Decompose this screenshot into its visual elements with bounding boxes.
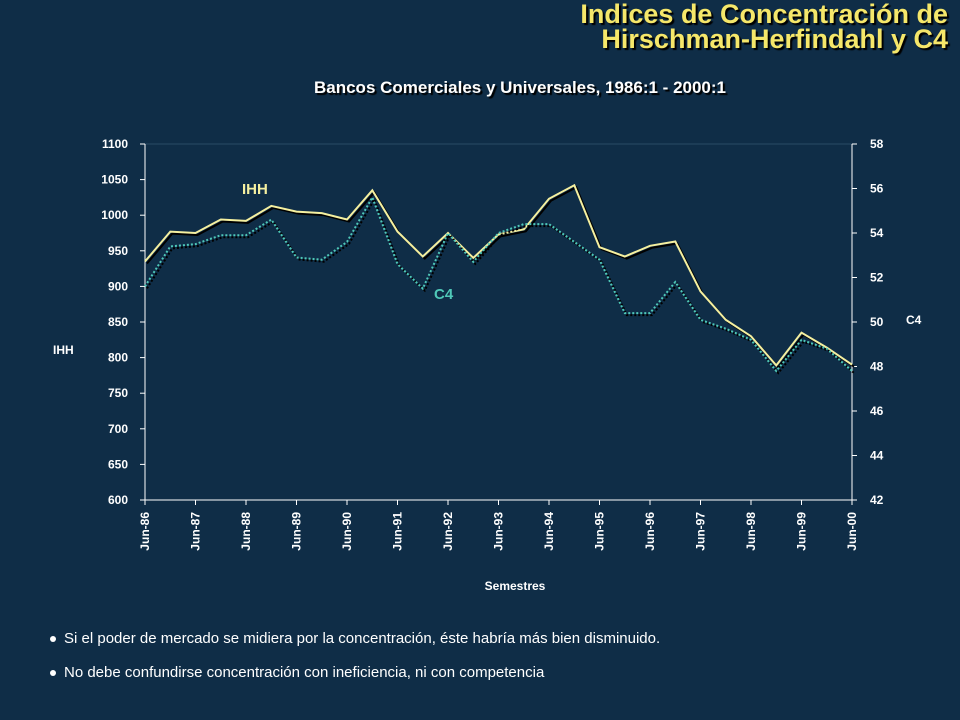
- left-tick-label: 1000: [101, 208, 128, 222]
- right-axis-label: C4: [906, 313, 922, 327]
- x-tick-label: Jun-90: [340, 512, 354, 551]
- title-line-1: Indices de Concentración de: [580, 0, 948, 29]
- bullet-icon: [50, 670, 56, 676]
- x-tick-label: Jun-88: [239, 512, 253, 551]
- x-tick-label: Jun-95: [593, 512, 607, 551]
- x-tick-label: Jun-99: [795, 512, 809, 551]
- bullet-text-2: No debe confundirse concentración con in…: [64, 664, 545, 681]
- series-shadow-c4: [146, 197, 855, 375]
- right-tick-label: 58: [870, 137, 884, 151]
- left-tick-label: 800: [108, 351, 128, 365]
- series-lines: [144, 183, 855, 375]
- x-tick-label: Jun-97: [694, 512, 708, 551]
- x-tick-label: Jun-91: [391, 512, 405, 551]
- x-ticks: Jun-86 Jun-87 Jun-88 Jun-89 Jun-90 Jun-91 Jun-…: [138, 500, 859, 551]
- x-tick-label: Jun-00: [845, 512, 859, 551]
- right-tick-label: 48: [870, 360, 884, 374]
- x-tick-label: Jun-94: [542, 512, 556, 551]
- slide-title: Indices de Concentración de Hirschman-He…: [580, 0, 948, 54]
- left-tick-label: 1050: [101, 173, 128, 187]
- x-tick-label: Jun-89: [290, 512, 304, 551]
- bullet-list: Si el poder de mercado se midiera por la…: [50, 630, 660, 698]
- bullet-text-1: Si el poder de mercado se midiera por la…: [64, 630, 661, 647]
- title-line-2: Hirschman-Herfindahl y C4: [601, 24, 948, 54]
- x-tick-label: Jun-96: [643, 512, 657, 551]
- left-tick-label: 750: [108, 386, 128, 400]
- left-tick-label: 650: [108, 457, 128, 471]
- left-tick-label: 700: [108, 422, 128, 436]
- bullet-icon: [50, 636, 56, 642]
- right-tick-label: 54: [870, 226, 884, 240]
- left-tick-label: 900: [108, 279, 128, 293]
- x-axis-label: Semestres: [485, 579, 546, 593]
- right-tick-label: 56: [870, 182, 884, 196]
- x-tick-label: Jun-92: [441, 512, 455, 551]
- x-tick-label: Jun-87: [189, 512, 203, 551]
- x-tick-label: Jun-98: [744, 512, 758, 551]
- left-axis-label: IHH: [53, 343, 74, 357]
- right-tick-label: 42: [870, 493, 884, 507]
- series-label-ihh: IHH: [242, 181, 268, 198]
- right-tick-label: 46: [870, 404, 884, 418]
- left-tick-label: 850: [108, 315, 128, 329]
- right-y-ticks: 42 44 46 48 50 52 54 56 58: [852, 137, 884, 507]
- bullet-item: No debe confundirse concentración con in…: [50, 664, 660, 681]
- x-tick-label: Jun-93: [492, 512, 506, 551]
- left-tick-label: 1100: [102, 137, 128, 151]
- right-tick-label: 52: [870, 271, 884, 285]
- right-tick-label: 44: [870, 449, 884, 463]
- left-tick-label: 950: [108, 244, 128, 258]
- series-label-c4: C4: [434, 286, 454, 303]
- x-tick-label: Jun-86: [138, 512, 152, 551]
- series-line-ihh: [144, 183, 853, 367]
- bullet-item: Si el poder de mercado se midiera por la…: [50, 630, 660, 647]
- left-tick-label: 600: [108, 493, 128, 507]
- left-y-ticks: 600 650 700 750 800 850 900 950 1000 1050 1100: [101, 137, 145, 507]
- chart-subtitle: Bancos Comerciales y Universales, 1986:1…: [313, 78, 727, 97]
- right-tick-label: 50: [870, 315, 884, 329]
- series-line-c4: [144, 195, 853, 373]
